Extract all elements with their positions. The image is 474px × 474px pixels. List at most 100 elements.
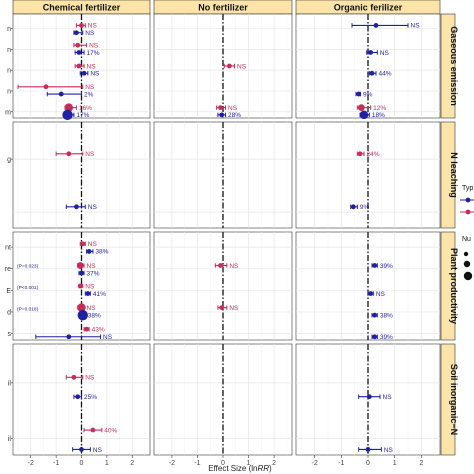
effect-point	[86, 249, 92, 254]
effect-point	[357, 151, 363, 157]
effect-point	[365, 447, 371, 452]
effect-point	[75, 394, 81, 400]
x-tick-label: 1	[247, 460, 251, 467]
legend-title-fragment: Typ	[462, 185, 473, 192]
y-axis-label-fragment: s	[8, 331, 12, 338]
effect-label: 17%	[76, 112, 89, 119]
effect-point	[372, 334, 378, 340]
effect-label: NS	[229, 305, 239, 312]
y-axis-label-fragment: n	[7, 68, 11, 75]
x-tick-label: -1	[194, 460, 200, 467]
x-tick-label: 1	[105, 460, 109, 467]
x-tick-label: -2	[169, 460, 175, 467]
effect-label: 9%	[360, 204, 370, 211]
effect-point	[350, 204, 356, 210]
effect-point	[64, 103, 74, 112]
legend-size-key	[463, 271, 473, 281]
effect-label: NS	[87, 263, 97, 270]
x-tick-label: 2	[272, 460, 276, 467]
effect-label: 39%	[380, 334, 393, 341]
effect-point	[77, 283, 83, 289]
effect-point	[66, 151, 72, 157]
facet-strip-row	[440, 343, 456, 456]
effect-point	[226, 63, 232, 69]
effect-label: 16%	[79, 105, 92, 112]
effect-label: NS	[383, 394, 393, 401]
y-axis-label-fragment: n	[7, 88, 11, 95]
effect-label: NS	[87, 63, 97, 70]
effect-point	[79, 23, 84, 28]
effect-point	[43, 84, 49, 90]
effect-point	[81, 70, 87, 76]
effect-label: 37%	[87, 270, 100, 277]
effect-point	[74, 30, 79, 36]
x-tick-label: 0	[221, 460, 225, 467]
legend-key-point	[465, 209, 471, 215]
effect-label: NS	[87, 305, 97, 312]
effect-label: 43%	[92, 327, 105, 334]
x-tick-label: 1	[393, 460, 397, 467]
effect-label: NS	[88, 204, 98, 211]
effect-label: 38%	[95, 249, 108, 256]
effect-point	[80, 241, 86, 247]
facet-strip-row	[440, 13, 456, 119]
effect-label: 2%	[84, 91, 94, 98]
effect-label: 9%	[363, 91, 373, 98]
effect-label: NS	[88, 23, 98, 30]
effect-point	[85, 291, 91, 296]
x-tick-label: 0	[80, 460, 84, 467]
facet-column-label: Organic ferilizer	[334, 3, 403, 13]
effect-label: 17%	[87, 50, 100, 57]
effect-point	[84, 326, 89, 332]
effect-point	[369, 70, 375, 76]
effect-point	[77, 309, 88, 321]
effect-label: NS	[411, 23, 421, 30]
effect-label: 40%	[104, 427, 117, 434]
effect-label: NS	[237, 63, 247, 70]
x-tick-label: -1	[338, 460, 344, 467]
x-tick-label: -1	[53, 460, 59, 467]
marks-layer	[17, 23, 474, 452]
effect-point	[76, 262, 84, 269]
effect-label: 24%	[367, 151, 380, 158]
effect-point	[62, 109, 73, 121]
effect-label: NS	[85, 283, 95, 290]
legend-title-fragment: Nu	[462, 236, 471, 243]
effect-point	[218, 105, 223, 110]
effect-label: 38%	[380, 312, 393, 319]
effect-point	[372, 312, 378, 318]
facet-strip-row	[440, 231, 456, 341]
effect-point	[359, 110, 369, 120]
effect-label: 12%	[373, 105, 386, 112]
effect-point	[76, 63, 82, 69]
effect-point	[76, 50, 82, 55]
text-layer: Chemical fertilizer No fertilizer Organic …	[5, 3, 474, 468]
effect-label: NS	[93, 447, 103, 454]
effect-label: NS	[89, 43, 99, 50]
x-tick-label: 2	[130, 460, 134, 467]
p-value-annotation: (P=0.018)	[17, 307, 39, 313]
effect-point	[75, 42, 81, 48]
y-axis-label-fragment: d	[7, 309, 11, 316]
y-axis-label-fragment: g	[7, 157, 11, 164]
x-tick-label: 0	[366, 460, 370, 467]
effect-point	[74, 204, 79, 210]
effect-point	[77, 303, 86, 312]
effect-point	[58, 91, 64, 97]
effect-point	[219, 112, 225, 118]
effect-label: 18%	[372, 112, 385, 119]
effect-label: NS	[88, 241, 98, 248]
effect-label: NS	[229, 263, 239, 270]
facet-strip-row	[440, 121, 456, 229]
effect-label: NS	[228, 105, 238, 112]
effect-point	[90, 427, 96, 433]
y-axis-label-fragment: m	[5, 109, 11, 116]
x-tick-label: -2	[312, 460, 318, 467]
effect-point	[218, 263, 223, 268]
effect-label: 39%	[380, 263, 393, 270]
effect-label: 44%	[379, 71, 392, 78]
x-axis-label: Effect Size (lnRR)	[208, 464, 272, 473]
y-axis-label-fragment: n	[7, 47, 11, 54]
legend-size-key	[463, 260, 471, 268]
